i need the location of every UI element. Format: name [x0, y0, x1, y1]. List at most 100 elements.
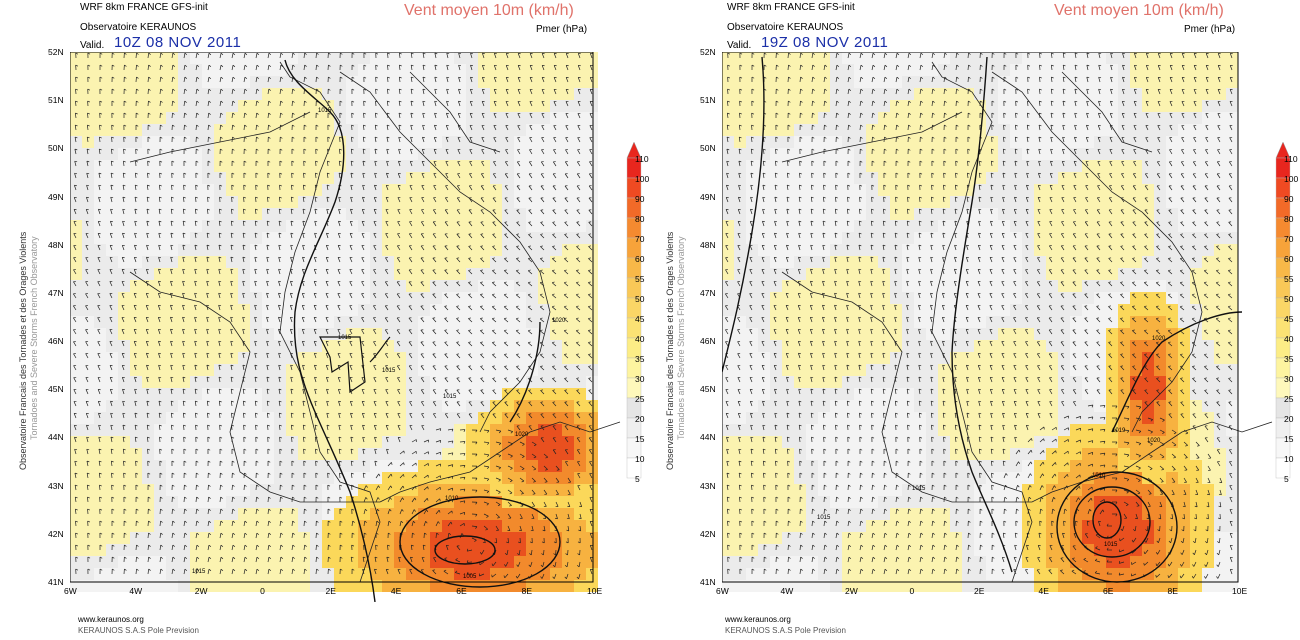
colorbar-level-label: 100: [635, 174, 650, 184]
lon-tick-label: 0: [909, 586, 915, 596]
colorbar-level-label: 5: [1284, 474, 1289, 484]
observatory-name: Observatoire KERAUNOS: [727, 22, 844, 33]
valid-label: Valid.: [80, 40, 105, 51]
lat-tick-label: 47N: [48, 287, 64, 298]
coastlines-and-borders: [781, 61, 1273, 583]
lat-tick-label: 49N: [700, 191, 716, 202]
wind-speed-field: [70, 52, 598, 592]
lat-tick-label: 47N: [700, 287, 716, 298]
wind-map: 1015 1015 1015 1015 1020 1020 1015 1010 …: [70, 52, 621, 602]
lat-tick-label: 52N: [700, 47, 716, 57]
lat-tick-label: 44N: [700, 432, 716, 443]
colorbar-level-label: 30: [1284, 374, 1294, 384]
lat-tick-label: 46N: [48, 336, 64, 347]
lat-tick-label: 51N: [48, 95, 64, 106]
lon-tick-label: 2E: [325, 586, 336, 596]
colorbar-level-label: 5: [635, 474, 640, 484]
colorbar: [1275, 142, 1291, 479]
lon-tick-label: 8E: [521, 586, 533, 596]
colorbar-level-label: 70: [1284, 234, 1294, 244]
colorbar-level-label: 50: [635, 294, 645, 304]
colorbar-level-label: 70: [635, 234, 645, 244]
wind-barbs: [725, 52, 1233, 579]
variable-title: Vent moyen 10m (km/h): [404, 2, 574, 19]
side-observatory-text-en: Tornadoes and Severe Storms French Obser…: [676, 236, 686, 440]
lat-tick-label: 46N: [700, 336, 716, 347]
isobars: [284, 59, 561, 602]
footer-company: KERAUNOS S.A.S Pole Prevision: [725, 626, 846, 635]
isobar-labels: 1020 1019 1020 1010 1015 1015 1015: [817, 336, 1166, 548]
valid-time: 10Z 08 NOV 2011: [114, 34, 242, 51]
lon-tick-label: 6W: [64, 586, 77, 596]
colorbar-level-label: 90: [635, 194, 645, 204]
colorbar-level-label: 10: [635, 454, 645, 464]
lon-tick-label: 6W: [716, 586, 729, 596]
lon-tick-label: 6E: [456, 586, 467, 596]
colorbar-level-label: 10: [1284, 454, 1294, 464]
coastlines-and-borders: [129, 61, 621, 583]
colorbar-level-label: 100: [1284, 174, 1299, 184]
colorbar-level-label: 50: [1284, 294, 1294, 304]
side-observatory-text: Observatoire Francais des Tornades et de…: [18, 231, 28, 470]
colorbar-level-label: 30: [635, 374, 645, 384]
valid-time: 19Z 08 NOV 2011: [761, 34, 889, 51]
pressure-label: Pmer (hPa): [536, 24, 588, 35]
lon-tick-label: 8E: [1167, 586, 1178, 596]
wind-map: 1020 1019 1020 1010 1015 1015 1015: [722, 52, 1273, 592]
wind-barbs: [73, 52, 593, 580]
lon-tick-label: 6E: [1103, 586, 1114, 596]
lat-tick-label: 43N: [48, 480, 64, 491]
map-frame: [722, 52, 1239, 583]
colorbar-level-label: 25: [1284, 394, 1294, 404]
model-title: WRF 8km FRANCE GFS-init: [727, 2, 855, 13]
lat-tick-label: 42N: [700, 528, 716, 539]
colorbar-level-label: 80: [635, 214, 645, 224]
lat-tick-label: 43N: [700, 480, 716, 491]
colorbar-level-label: 60: [1284, 254, 1294, 264]
colorbar-level-label: 15: [635, 434, 645, 444]
colorbar-level-label: 80: [1284, 214, 1294, 224]
lat-tick-label: 50N: [48, 143, 64, 154]
lat-tick-label: 51N: [700, 95, 716, 106]
lat-tick-label: 49N: [48, 191, 64, 202]
colorbar-level-label: 35: [635, 354, 645, 364]
colorbar-level-label: 110: [635, 154, 649, 164]
map-panel-19z: WRF 8km FRANCE GFS-init Observatoire KER…: [650, 0, 1300, 640]
lat-tick-label: 48N: [700, 239, 716, 250]
lat-tick-label: 48N: [48, 239, 64, 250]
lon-tick-label: 4W: [129, 586, 143, 596]
isobar-labels: 1015 1015 1015 1015 1020 1020 1015 1010 …: [192, 108, 566, 580]
footer-company: KERAUNOS S.A.S Pole Prevision: [78, 626, 199, 635]
lat-tick-label: 44N: [48, 432, 64, 443]
colorbar-level-label: 90: [1284, 194, 1294, 204]
colorbar-level-label: 110: [1284, 154, 1298, 164]
side-observatory-text-en: Tornadoes and Severe Storms French Obser…: [29, 236, 39, 440]
valid-label: Valid.: [727, 40, 752, 51]
model-title: WRF 8km FRANCE GFS-init: [80, 2, 208, 13]
footer-url: www.keraunos.org: [725, 615, 791, 624]
colorbar-level-label: 40: [1284, 334, 1294, 344]
colorbar-level-label: 60: [635, 254, 645, 264]
side-observatory-text: Observatoire Francais des Tornades et de…: [665, 231, 675, 470]
lon-tick-label: 10E: [587, 586, 603, 596]
lon-tick-label: 10E: [1232, 586, 1248, 596]
colorbar-level-label: 15: [1284, 434, 1294, 444]
lon-tick-label: 0: [260, 586, 265, 596]
lat-tick-label: 41N: [700, 577, 716, 587]
colorbar-level-label: 35: [1284, 354, 1294, 364]
lat-tick-label: 41N: [48, 577, 64, 587]
lon-tick-label: 2W: [845, 586, 858, 596]
colorbar-level-label: 55: [1284, 274, 1294, 284]
lat-tick-label: 50N: [700, 143, 716, 154]
lat-tick-label: 52N: [48, 47, 64, 57]
lat-tick-label: 45N: [48, 384, 64, 395]
colorbar-level-label: 40: [635, 334, 645, 344]
lon-tick-label: 2W: [194, 586, 208, 596]
map-panel-10z: WRF 8km FRANCE GFS-init Observatoire KER…: [18, 2, 650, 635]
map-frame: [70, 52, 594, 583]
lon-tick-label: 2E: [974, 586, 985, 596]
lat-tick-label: 45N: [700, 384, 716, 395]
lon-tick-label: 4E: [1038, 586, 1049, 596]
lon-tick-label: 4E: [390, 586, 402, 596]
colorbar-level-label: 20: [635, 414, 645, 424]
